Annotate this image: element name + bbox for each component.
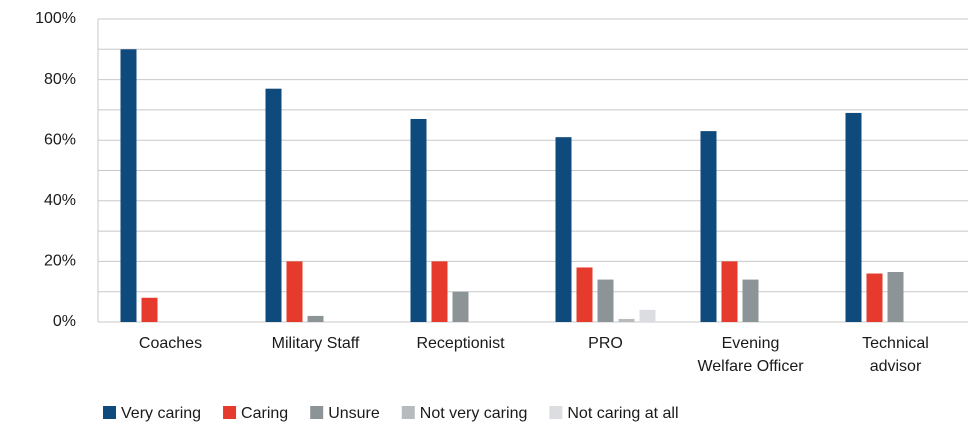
x-tick-label: Coaches bbox=[139, 335, 202, 352]
x-tick-label: Technical advisor bbox=[862, 335, 929, 375]
x-tick-label: Evening Welfare Officer bbox=[697, 335, 804, 375]
legend-swatch bbox=[549, 406, 563, 419]
legend-label: Not caring at all bbox=[567, 405, 678, 422]
y-tick-label: 60% bbox=[44, 131, 76, 148]
bar bbox=[410, 118, 427, 323]
y-tick-label: 20% bbox=[44, 253, 76, 270]
bar bbox=[618, 318, 635, 322]
legend-label: Very caring bbox=[121, 405, 201, 422]
x-tick-label: PRO bbox=[588, 335, 623, 352]
bar bbox=[866, 273, 883, 322]
legend-label: Caring bbox=[241, 405, 288, 422]
bar bbox=[597, 279, 614, 322]
bar bbox=[700, 131, 717, 322]
bar bbox=[576, 267, 593, 322]
bar bbox=[120, 49, 137, 323]
bar bbox=[286, 261, 303, 322]
legend-swatch bbox=[401, 406, 415, 419]
bar bbox=[431, 261, 448, 322]
y-tick-label: 80% bbox=[44, 71, 76, 88]
bar bbox=[721, 261, 738, 322]
legend-swatch bbox=[310, 406, 324, 419]
bar bbox=[265, 88, 282, 322]
legend-swatch bbox=[223, 406, 237, 419]
y-tick-label: 40% bbox=[44, 192, 76, 209]
bar bbox=[307, 315, 324, 322]
legend-swatch bbox=[103, 406, 116, 419]
bar bbox=[845, 112, 862, 323]
y-tick-label: 0% bbox=[53, 313, 76, 330]
bar bbox=[141, 297, 158, 322]
bar bbox=[452, 291, 469, 322]
bar bbox=[639, 309, 656, 322]
x-tick-label: Military Staff bbox=[272, 335, 360, 352]
legend-label: Unsure bbox=[328, 405, 380, 422]
y-tick-label: 100% bbox=[35, 10, 76, 27]
x-tick-label: Receptionist bbox=[416, 335, 505, 352]
legend-label: Not very caring bbox=[420, 405, 528, 422]
bar bbox=[887, 272, 904, 322]
bar bbox=[555, 137, 572, 322]
bar bbox=[742, 279, 759, 322]
